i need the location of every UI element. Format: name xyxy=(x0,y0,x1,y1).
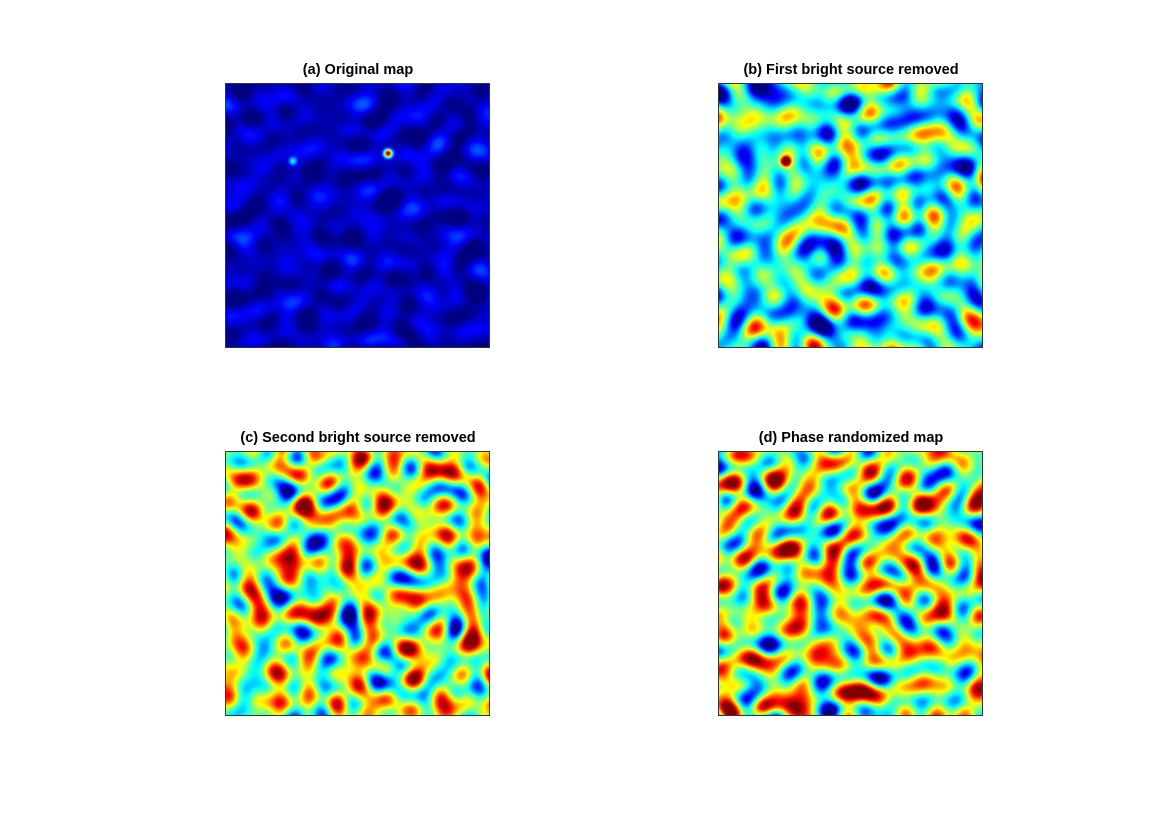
heatmap-a xyxy=(226,84,489,347)
panel-d: (d) Phase randomized map xyxy=(718,430,984,717)
panel-d-map xyxy=(718,451,983,716)
panel-a-title: (a) Original map xyxy=(302,62,414,78)
panel-b-map xyxy=(718,83,983,348)
panel-b: (b) First bright source removed xyxy=(718,62,984,349)
heatmap-d xyxy=(719,452,982,715)
panel-b-title: (b) First bright source removed xyxy=(743,62,959,78)
heatmap-c xyxy=(226,452,489,715)
heatmap-b xyxy=(719,84,982,347)
panel-d-title: (d) Phase randomized map xyxy=(758,430,944,446)
panel-a-map xyxy=(225,83,490,348)
panel-c: (c) Second bright source removed xyxy=(225,430,491,717)
panel-a: (a) Original map xyxy=(225,62,491,349)
panel-c-map xyxy=(225,451,490,716)
panel-c-title: (c) Second bright source removed xyxy=(240,430,476,446)
